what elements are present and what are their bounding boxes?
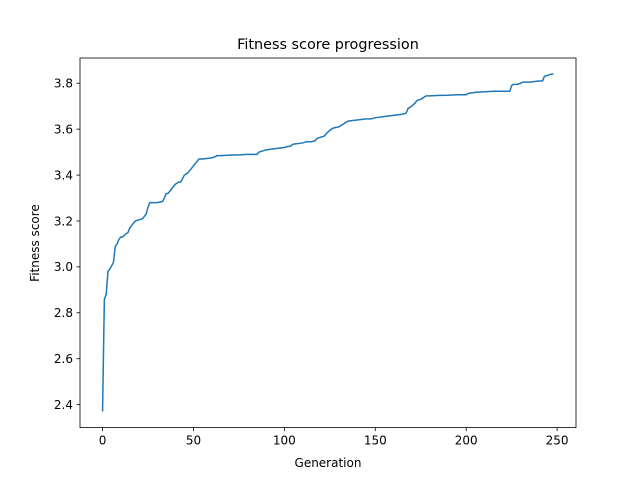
x-tick-label: 0 <box>99 434 107 448</box>
x-axis-ticks: 0 50 100 150 200 250 <box>99 427 569 448</box>
x-tick-label: 100 <box>273 434 296 448</box>
y-tick-label: 2.6 <box>54 352 73 366</box>
x-axis-label: Generation <box>295 456 362 470</box>
y-tick-label: 3.8 <box>54 77 73 91</box>
x-tick-label: 250 <box>546 434 569 448</box>
y-axis-ticks: 2.4 2.6 2.8 3.0 3.2 3.4 3.6 3.8 <box>54 77 80 412</box>
y-tick-label: 2.4 <box>54 398 73 412</box>
x-tick-label: 50 <box>186 434 201 448</box>
y-axis-label: Fitness score <box>28 204 42 282</box>
y-tick-label: 3.6 <box>54 122 73 136</box>
axes-frame <box>79 57 577 429</box>
y-tick-label: 2.8 <box>54 306 73 320</box>
series-line-0 <box>101 73 554 412</box>
x-tick-label: 150 <box>364 434 387 448</box>
plot-layer <box>101 73 554 412</box>
y-tick-label: 3.2 <box>54 214 73 228</box>
x-tick-label: 200 <box>455 434 478 448</box>
chart-title: Fitness score progression <box>237 37 419 53</box>
y-tick-label: 3.4 <box>54 168 73 182</box>
y-tick-label: 3.0 <box>54 260 73 274</box>
